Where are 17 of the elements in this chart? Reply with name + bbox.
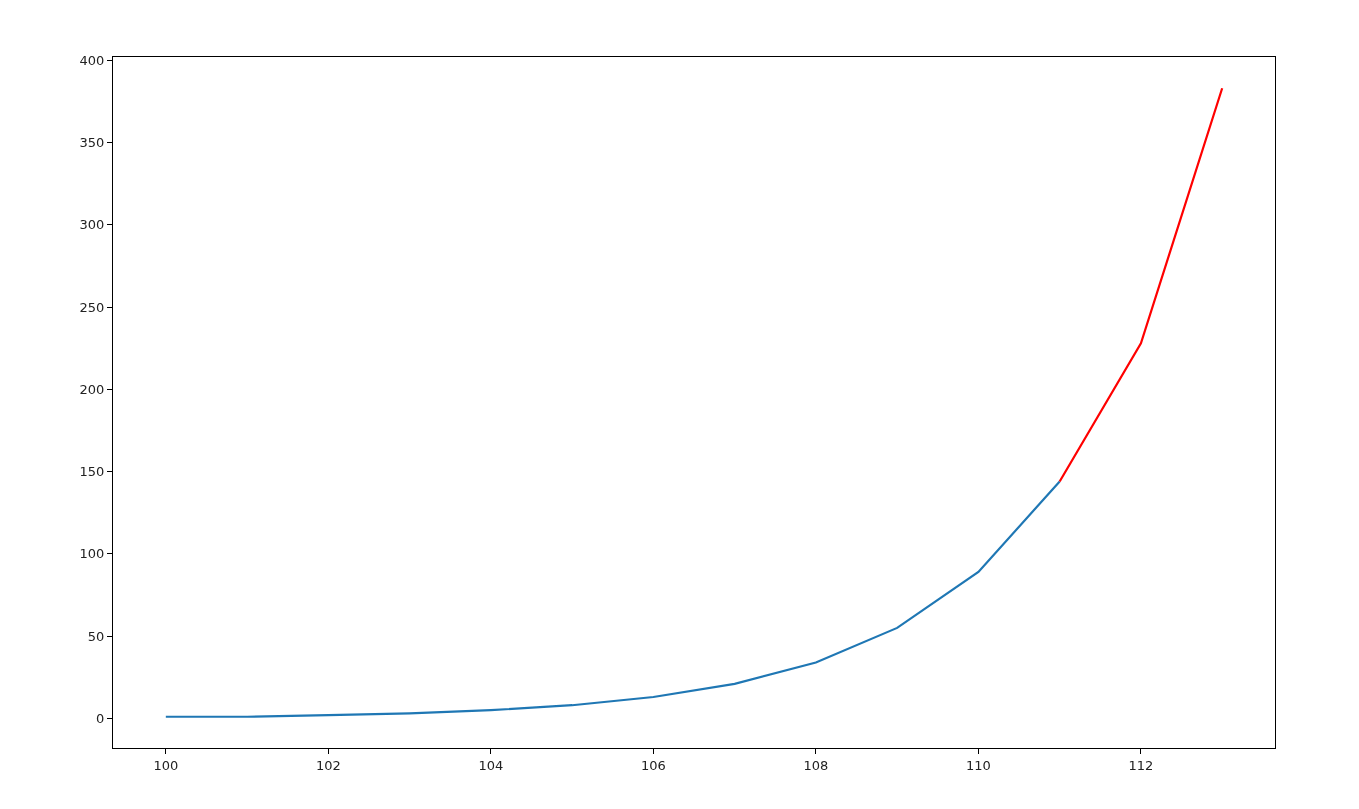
x-tick-label: 104: [478, 757, 504, 773]
line-series: [164, 480, 1061, 718]
x-tick-label: 106: [640, 757, 666, 773]
y-tick-label: 150: [79, 464, 105, 480]
x-tick-label: 102: [315, 757, 341, 773]
x-tick-label: 112: [1128, 757, 1154, 773]
y-tick-label: 300: [79, 217, 105, 233]
y-tick-label: 50: [87, 628, 105, 644]
y-tick-label: 0: [96, 710, 105, 726]
x-tick-label: 110: [966, 757, 991, 773]
y-tick-label: 100: [79, 546, 105, 562]
y-tick-label: 200: [79, 381, 105, 397]
y-tick-label: 250: [79, 299, 105, 315]
x-tick-label: 108: [803, 757, 829, 773]
x-tick-label: 100: [153, 757, 179, 773]
y-tick-label: 400: [79, 52, 105, 68]
y-tick-label: 350: [79, 135, 105, 151]
